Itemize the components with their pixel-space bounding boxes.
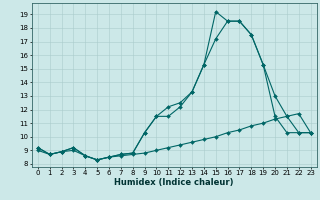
X-axis label: Humidex (Indice chaleur): Humidex (Indice chaleur) xyxy=(115,178,234,187)
